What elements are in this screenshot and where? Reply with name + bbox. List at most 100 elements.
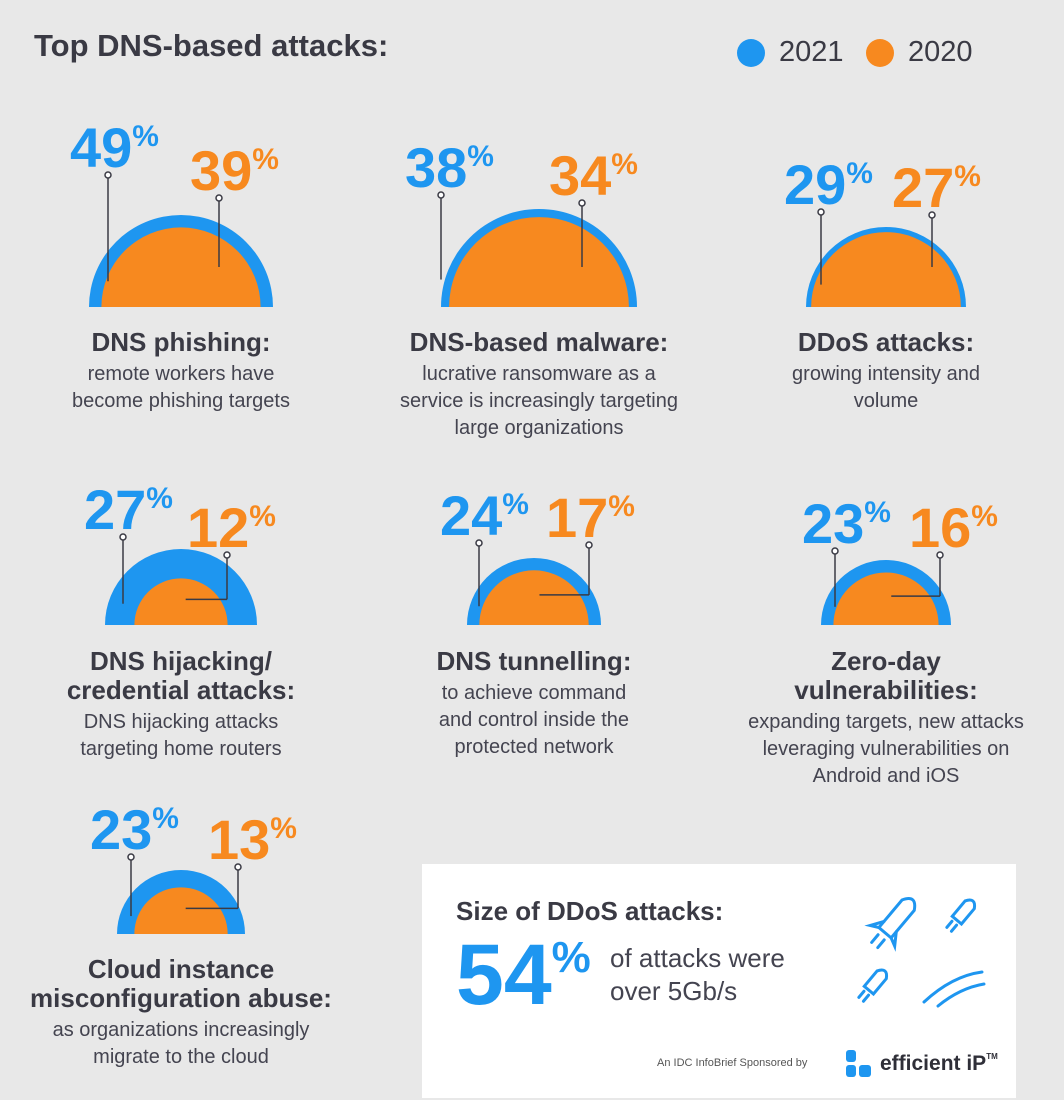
attack-description-line: DNS hijacking attacks [83, 711, 279, 733]
attack-description-line: become phishing targets [72, 390, 290, 412]
attack-description-line: expanding targets, new attacks [748, 711, 1024, 733]
value-2020-number: 16 [909, 496, 972, 559]
value-2020: 39% [190, 143, 279, 199]
semicircle-2020 [479, 570, 589, 625]
value-2020-percent: % [249, 500, 276, 533]
sponsor-text: An IDC InfoBrief Sponsored by [657, 1057, 808, 1069]
leader-dot-2021 [127, 853, 135, 861]
attack-description-line: migrate to the cloud [93, 1046, 269, 1068]
leader-dot-2021 [437, 191, 445, 199]
attack-description-line: volume [853, 390, 919, 412]
attack-title: Zero-day [831, 646, 941, 676]
attack-caption: Cloud instance misconfiguration abuse: as … [1, 955, 361, 1071]
efficientip-logo-mark [846, 1050, 872, 1078]
legend-2020-swatch [866, 38, 894, 67]
attack-description-line: and control inside the [438, 709, 630, 731]
value-2021-percent: % [864, 496, 891, 529]
leader-dot-2021 [817, 208, 825, 216]
value-2021-number: 23 [802, 492, 865, 555]
attack-title: DNS hijacking/ [89, 646, 273, 676]
ddos-size-number: 54 [456, 927, 552, 1023]
attack-description-line: remote workers have [87, 363, 275, 385]
value-2021: 27% [84, 482, 173, 538]
attack-description-line: growing intensity and [792, 363, 980, 385]
attack-description-line: lucrative ransomware as a [422, 363, 656, 385]
attack-title: DNS tunnelling: [436, 646, 632, 676]
rockets-icon [857, 897, 986, 1008]
attack-description: lucrative ransomware as a service is incr… [369, 361, 709, 442]
value-2021-number: 29 [784, 153, 847, 216]
ddos-size-panel: Size of DDoS attacks: 54% of attacks wer… [422, 864, 1016, 1098]
value-2020: 27% [892, 160, 981, 216]
value-2021-percent: % [846, 157, 873, 190]
value-2021-number: 49 [70, 116, 133, 179]
ddos-size-description-line1: of attacks were [610, 943, 785, 973]
value-2020-number: 13 [208, 808, 271, 871]
attack-description: growing intensity and volume [736, 361, 1036, 415]
value-2020-number: 12 [187, 496, 250, 559]
value-2021-percent: % [152, 802, 179, 835]
attack-caption: DNS tunnelling: to achieve command and con… [384, 647, 684, 761]
attack-description: to achieve command and control inside the… [384, 680, 684, 761]
value-2020-percent: % [954, 160, 981, 193]
attack-title: Cloud instance [87, 954, 275, 984]
attack-title-line2: misconfiguration abuse: [30, 983, 332, 1013]
attack-description-line: leveraging vulnerabilities on [762, 738, 1010, 760]
value-2021: 29% [784, 157, 873, 213]
attack-caption: DNS hijacking/credential attacks: DNS hij… [31, 647, 331, 763]
leader-dot-2020 [928, 211, 936, 219]
value-2020: 13% [208, 812, 297, 868]
chart-title: Top DNS-based attacks: [34, 28, 389, 63]
leader-dot-2020 [578, 199, 586, 207]
value-2020-percent: % [611, 148, 638, 181]
value-2020: 16% [909, 500, 998, 556]
leader-dot-2021 [104, 171, 112, 179]
ddos-size-percent: % [551, 933, 591, 982]
attack-caption: DNS-based malware: lucrative ransomware a… [369, 328, 709, 442]
value-2021-percent: % [467, 140, 494, 173]
value-2020-number: 34 [549, 144, 612, 207]
value-2021: 23% [90, 802, 179, 858]
value-2021: 49% [70, 120, 159, 176]
ddos-size-description: of attacks were over 5Gb/s [610, 942, 830, 1008]
logo-text: efficient iP [880, 1052, 987, 1075]
value-2021-number: 38 [405, 136, 468, 199]
legend-2020-label: 2020 [908, 36, 973, 68]
legend-2021: 2021 [737, 36, 844, 69]
attack-caption: DDoS attacks: growing intensity and volume [736, 328, 1036, 415]
attack-description-line: as organizations increasingly [52, 1019, 310, 1041]
logo-trademark: TM [986, 1052, 998, 1061]
value-2020-percent: % [971, 500, 998, 533]
value-2021-percent: % [146, 482, 173, 515]
leader-dot-2020 [936, 551, 944, 559]
value-2020: 34% [549, 148, 638, 204]
legend-2020: 2020 [866, 36, 973, 69]
ddos-size-title: Size of DDoS attacks: [456, 896, 724, 926]
value-2020-number: 27 [892, 156, 955, 219]
attack-caption: DNS phishing: remote workers have become p… [31, 328, 331, 415]
leader-dot-2020 [585, 541, 593, 549]
attack-description-line: to achieve command [441, 682, 627, 704]
attack-caption: Zero-day vulnerabilities: expanding target… [716, 647, 1056, 790]
semicircle-2020 [134, 887, 228, 934]
attack-description-line: service is increasingly targeting [400, 390, 678, 412]
attack-title-line2: vulnerabilities: [794, 675, 978, 705]
value-2021-percent: % [502, 488, 529, 521]
value-2020: 12% [187, 500, 276, 556]
attack-title: DNS-based malware: [409, 327, 669, 357]
attack-description-line: Android and iOS [812, 765, 960, 787]
attack-title: DDoS attacks: [797, 327, 975, 357]
attack-description: expanding targets, new attacks leveraging… [716, 709, 1056, 790]
value-2020: 17% [546, 490, 635, 546]
leader-dot-2020 [223, 551, 231, 559]
attack-description: as organizations increasingly migrate to … [1, 1017, 361, 1071]
attack-description-line: targeting home routers [80, 738, 282, 760]
attack-description-line: protected network [454, 736, 614, 758]
attack-description: remote workers have become phishing targe… [31, 361, 331, 415]
value-2021-number: 24 [440, 484, 503, 547]
